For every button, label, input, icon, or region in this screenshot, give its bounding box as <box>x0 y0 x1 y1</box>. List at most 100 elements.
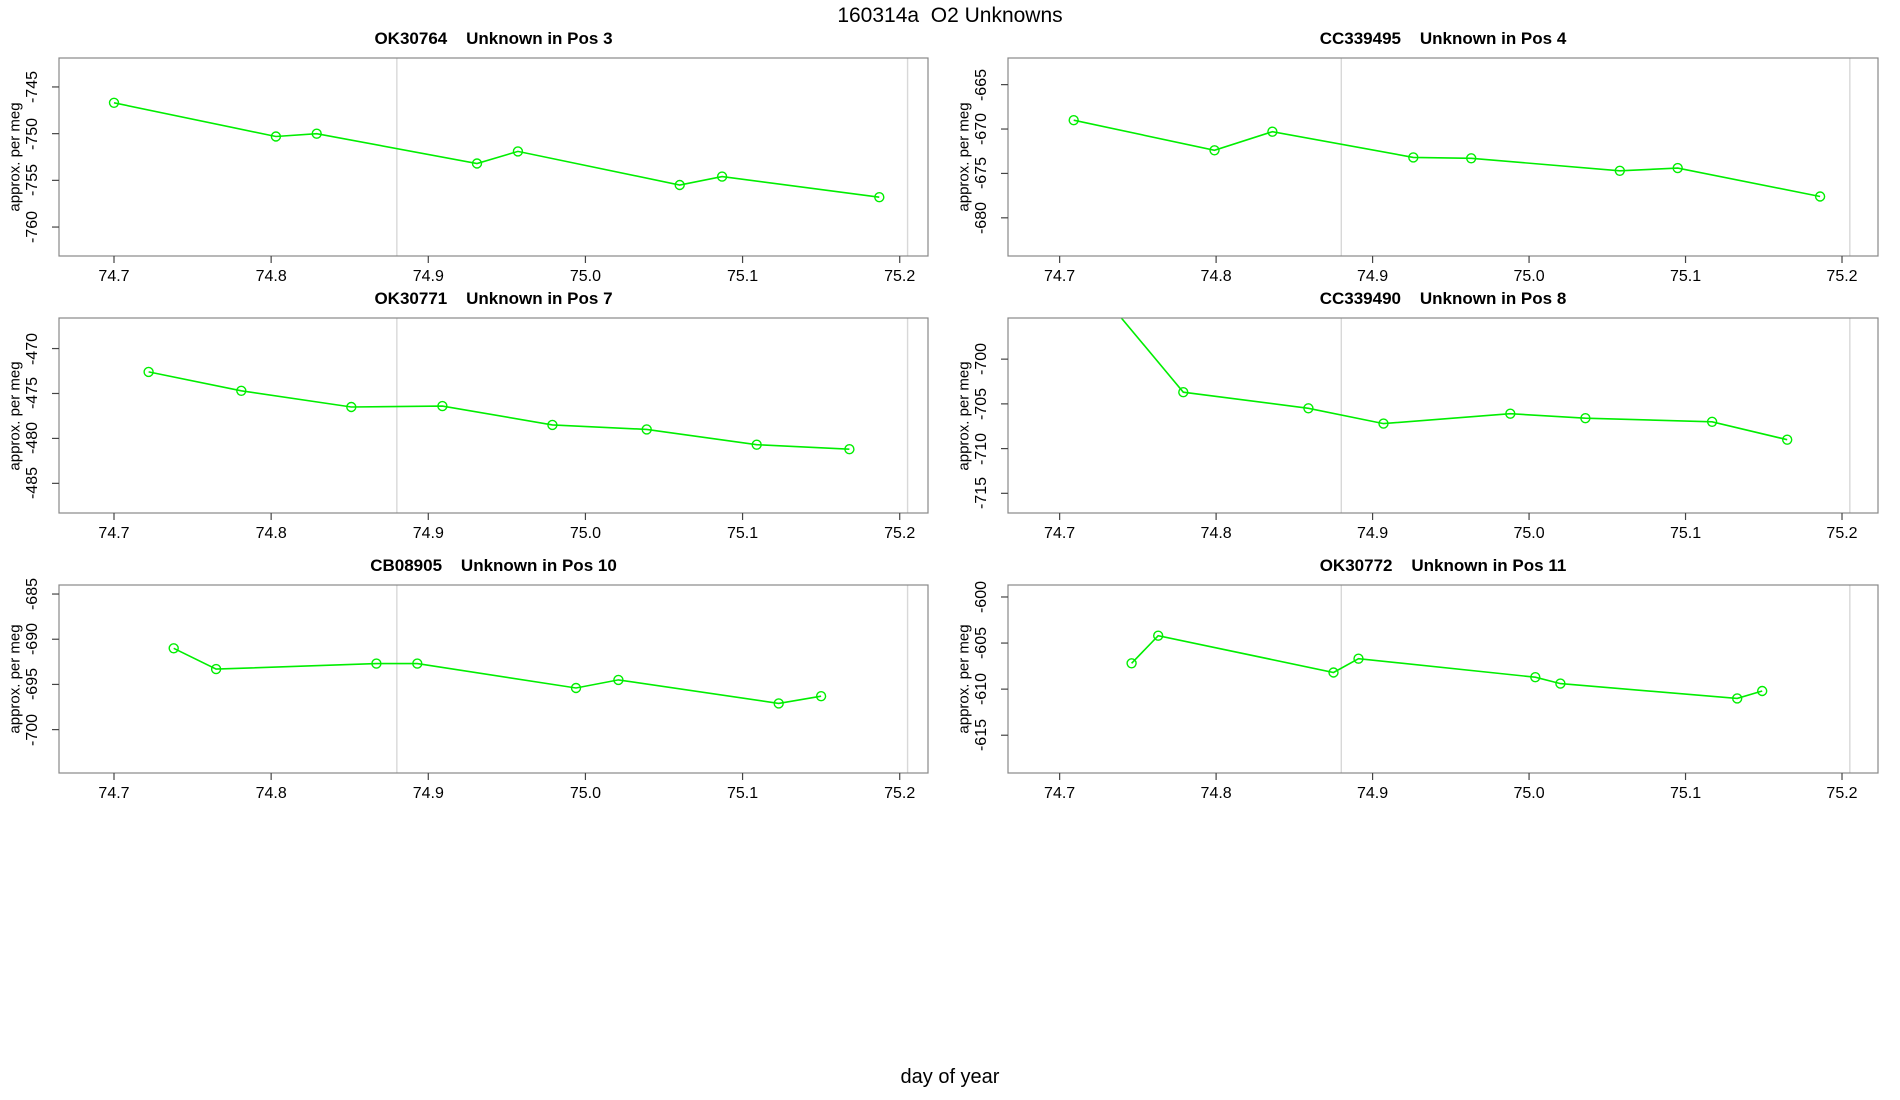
x-tick-label: 74.7 <box>98 268 130 285</box>
x-tick-label: 75.2 <box>884 268 916 285</box>
y-tick-label: -610 <box>973 673 990 706</box>
x-tick-label: 74.7 <box>1044 525 1076 542</box>
data-point-marker <box>1353 653 1364 664</box>
subplot-title: CC339495 Unknown in Pos 4 <box>1319 29 1567 48</box>
y-tick-label: -485 <box>24 467 41 500</box>
x-tick-label: 75.1 <box>726 525 759 542</box>
x-tick-label: 75.1 <box>726 785 759 802</box>
data-point-marker <box>346 401 357 413</box>
x-tick-label: 74.8 <box>255 785 287 802</box>
y-tick-label: -710 <box>973 432 990 465</box>
x-tick-label: 75.0 <box>1513 525 1545 542</box>
y-tick-label: -715 <box>973 477 990 510</box>
data-line <box>1120 318 1788 441</box>
data-point-marker <box>1814 191 1826 202</box>
y-tick-label: -670 <box>973 113 990 146</box>
x-tick-label: 74.9 <box>1357 525 1389 542</box>
data-point-marker <box>168 643 179 654</box>
y-tick-label: -700 <box>24 713 41 746</box>
data-point-marker <box>143 366 154 378</box>
x-tick-label: 75.1 <box>726 268 759 285</box>
y-axis-label: approx. per meg <box>955 102 973 212</box>
y-tick-label: -600 <box>973 580 990 613</box>
subplot-title: OK30771 Unknown in Pos 7 <box>374 289 613 308</box>
data-point-marker <box>1731 693 1743 704</box>
data-point-marker <box>1580 413 1591 424</box>
plot-frame <box>58 57 929 257</box>
y-tick-label: -605 <box>973 627 990 660</box>
data-point-marker <box>1672 162 1683 174</box>
data-point-marker <box>1555 678 1566 689</box>
y-tick-label: -760 <box>24 211 41 244</box>
data-point-marker <box>1378 418 1389 429</box>
x-tick-label: 75.2 <box>1826 525 1858 542</box>
data-line <box>148 371 850 450</box>
x-tick-label: 74.8 <box>1200 785 1232 802</box>
subplot-title: CC339490 Unknown in Pos 8 <box>1319 289 1567 308</box>
data-point-marker <box>1152 630 1164 641</box>
data-point-marker <box>371 658 382 669</box>
subplot-title: CB08905 Unknown in Pos 10 <box>370 556 617 575</box>
figure-title: 160314a O2 Unknowns <box>837 4 1063 27</box>
y-tick-label: -685 <box>24 578 41 611</box>
data-point-marker <box>613 674 624 686</box>
x-tick-label: 75.0 <box>569 525 601 542</box>
y-tick-label: -755 <box>24 164 41 197</box>
x-tick-label: 74.7 <box>1044 268 1076 285</box>
x-tick-label: 74.9 <box>1357 785 1389 802</box>
data-point-marker <box>512 146 524 157</box>
y-tick-label: -680 <box>973 201 990 234</box>
y-tick-label: -750 <box>24 117 41 150</box>
data-point-marker <box>641 424 652 435</box>
data-point-marker <box>547 419 558 431</box>
data-point-marker <box>1408 152 1419 163</box>
y-axis-label: approx. per meg <box>955 624 973 734</box>
data-point-marker <box>412 658 423 669</box>
x-tick-label: 75.0 <box>569 785 601 802</box>
data-point-marker <box>1126 658 1137 669</box>
x-tick-label: 75.1 <box>1669 785 1702 802</box>
data-point-marker <box>236 385 247 396</box>
y-tick-label: -745 <box>24 70 41 103</box>
data-point-marker <box>570 682 582 694</box>
x-tick-label: 74.8 <box>1200 268 1232 285</box>
plot-frame <box>58 584 929 774</box>
y-tick-label: -695 <box>24 668 41 701</box>
data-point-marker <box>1209 145 1220 156</box>
data-line <box>1073 119 1821 198</box>
x-tick-label: 74.8 <box>1200 525 1232 542</box>
x-tick-label: 74.9 <box>1357 268 1389 285</box>
data-point-marker <box>1303 403 1314 414</box>
y-axis-label: approx. per meg <box>955 360 973 471</box>
y-tick-label: -615 <box>973 719 990 752</box>
y-tick-label: -690 <box>24 623 41 656</box>
data-point-marker <box>1267 126 1278 137</box>
x-tick-label: 75.1 <box>1669 525 1702 542</box>
y-axis-label: approx. per meg <box>6 624 24 734</box>
x-tick-label: 74.9 <box>412 525 444 542</box>
data-point-marker <box>1614 165 1626 177</box>
x-tick-label: 74.7 <box>1044 785 1076 802</box>
y-tick-label: -705 <box>973 387 990 420</box>
subplot-title: OK30764 Unknown in Pos 3 <box>374 29 613 48</box>
x-tick-label: 74.7 <box>98 525 130 542</box>
y-tick-label: -700 <box>973 343 990 376</box>
data-point-marker <box>1505 408 1516 419</box>
x-tick-label: 75.0 <box>1513 268 1545 285</box>
y-tick-label: -675 <box>973 157 990 190</box>
data-point-marker <box>716 171 728 182</box>
subplot-title: OK30772 Unknown in Pos 11 <box>1319 556 1567 575</box>
x-axis-label: day of year <box>900 1066 1000 1088</box>
y-tick-label: -470 <box>24 332 41 365</box>
data-point-marker <box>270 131 282 142</box>
data-point-marker <box>874 191 885 203</box>
data-point-marker <box>1756 685 1768 697</box>
data-point-marker <box>773 698 784 709</box>
plot-frame <box>1007 57 1879 257</box>
data-point-marker <box>1068 114 1079 126</box>
data-point-marker <box>1781 434 1793 445</box>
data-point-marker <box>844 444 855 455</box>
x-tick-label: 74.8 <box>255 525 287 542</box>
plot-frame <box>1007 317 1879 514</box>
